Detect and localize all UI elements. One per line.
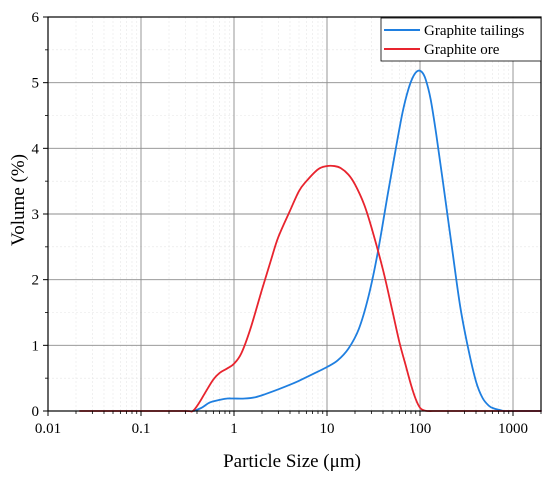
y-tick-label: 5 <box>32 76 40 92</box>
y-tick-label: 2 <box>32 273 40 289</box>
legend-label-graphite-tailings: Graphite tailings <box>424 23 525 39</box>
x-tick-label: 10 <box>320 421 335 437</box>
legend-box <box>380 17 542 62</box>
legend: Graphite tailings Graphite ore <box>380 17 542 62</box>
series-line-graphite-ore <box>78 164 542 413</box>
y-tick-label: 1 <box>32 338 40 354</box>
x-tick-label: 1 <box>230 421 238 437</box>
x-tick-label: 0.01 <box>35 421 61 437</box>
x-axis-title: Particle Size (μm) <box>223 451 361 472</box>
y-tick-label: 4 <box>32 141 40 157</box>
x-tick-label: 100 <box>409 421 432 437</box>
series-line-graphite-tailings <box>192 69 542 412</box>
series-layer <box>78 69 542 413</box>
x-tick-label: 1000 <box>498 421 528 437</box>
legend-label-graphite-ore: Graphite ore <box>424 42 500 58</box>
y-tick-label: 6 <box>32 10 40 26</box>
x-tick-label: 0.1 <box>132 421 151 437</box>
y-tick-label: 0 <box>32 404 40 420</box>
major-grid <box>47 16 541 412</box>
y-tick-label: 3 <box>32 207 40 223</box>
axis-ticks: 0.01 0.1 1 10 100 1000 0 1 2 3 4 5 6 <box>32 10 542 437</box>
y-axis-title: Volume (%) <box>8 154 29 246</box>
